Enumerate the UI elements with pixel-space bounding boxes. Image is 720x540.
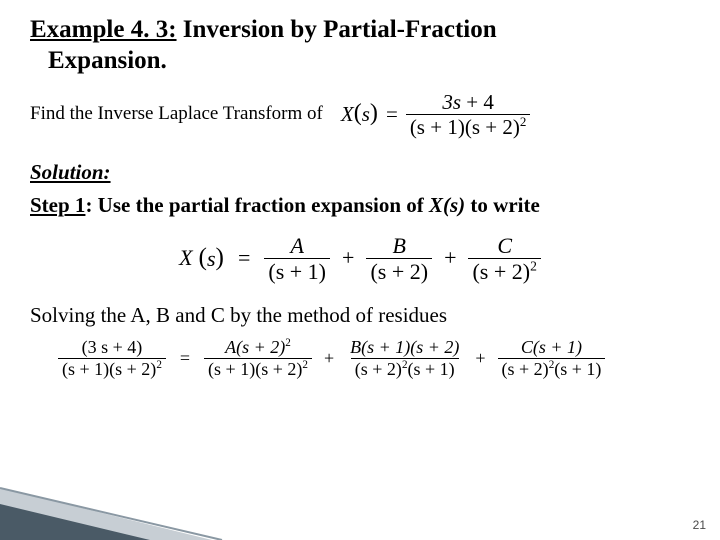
step-1-line: Step 1: Use the partial fraction expansi…: [30, 193, 690, 218]
equation-pf-expansion: X (s) = A (s + 1) + B (s + 2) + C (s + 2…: [30, 234, 690, 283]
title-line-2: Expansion.: [30, 47, 167, 74]
eq1-fraction: 3s + 4 (s + 1)(s + 2)2: [406, 91, 531, 138]
residues-text: Solving the A, B and C by the method of …: [30, 303, 690, 328]
slide-title: Example 4. 3: Inversion by Partial-Fract…: [30, 14, 690, 77]
page-number: 21: [693, 518, 706, 532]
corner-decoration: [0, 482, 230, 540]
slide: Example 4. 3: Inversion by Partial-Fract…: [0, 0, 720, 379]
prompt-row: Find the Inverse Laplace Transform of X …: [30, 91, 690, 138]
prompt-text: Find the Inverse Laplace Transform of: [30, 103, 323, 125]
title-rest-1: Inversion by Partial-Fraction: [177, 16, 497, 43]
equation-given: X (s) = 3s + 4 (s + 1)(s + 2)2: [341, 91, 531, 138]
equation-residues: (3 s + 4) (s + 1)(s + 2)2 = A(s + 2)2 (s…: [58, 338, 690, 379]
title-example-label: Example 4. 3:: [30, 16, 177, 43]
eq1-var: X: [341, 102, 354, 127]
solution-label: Solution:: [30, 160, 690, 185]
